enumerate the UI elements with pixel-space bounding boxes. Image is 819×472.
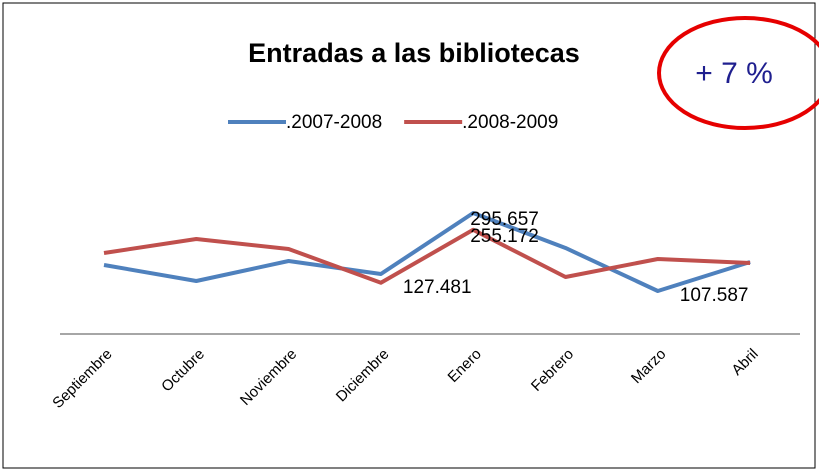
legend-label: .2008-2009	[462, 112, 558, 133]
data-label: 255.172	[470, 226, 539, 247]
data-label: 107.587	[680, 285, 749, 306]
series-line	[103, 211, 751, 293]
annotation-ellipse	[657, 16, 819, 130]
series-line	[103, 227, 751, 285]
legend-label: .2007-2008	[286, 112, 382, 133]
chart-title: Entradas a las bibliotecas	[248, 38, 580, 68]
data-label: 127.481	[403, 277, 472, 298]
data-label: 295.657	[470, 209, 539, 230]
annotation: + 7 %	[695, 57, 773, 90]
